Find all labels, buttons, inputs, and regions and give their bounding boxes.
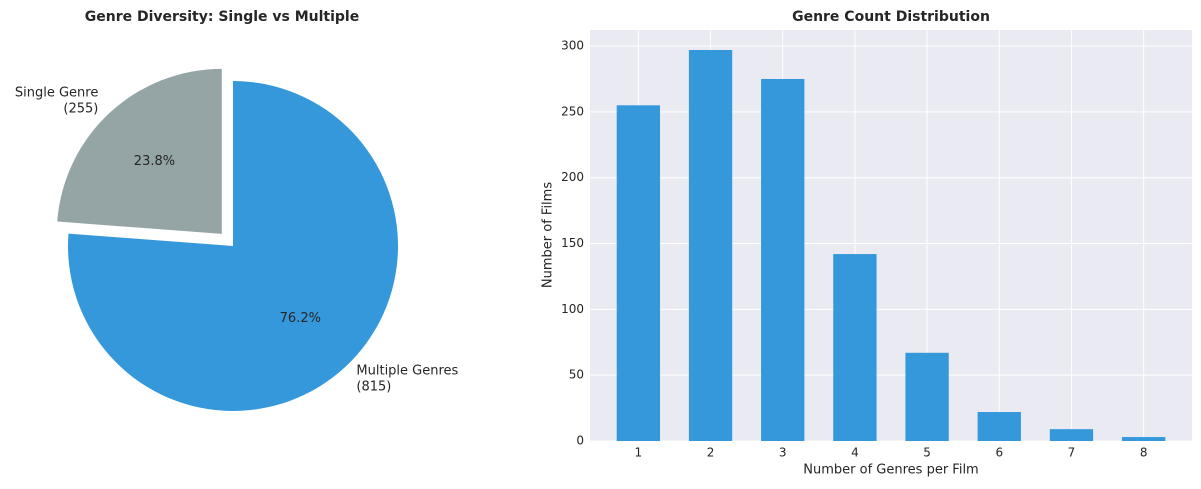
y-tick-label: 250 <box>561 104 584 118</box>
slice-label: Multiple Genres <box>356 364 458 379</box>
y-tick-label: 0 <box>576 434 584 448</box>
slice-label: (255) <box>63 101 98 116</box>
pie-slice <box>68 81 399 412</box>
y-tick-label: 100 <box>561 302 584 316</box>
y-tick-label: 150 <box>561 236 584 250</box>
x-tick-label: 7 <box>1068 446 1076 460</box>
percent-label: 23.8% <box>134 154 175 169</box>
pie-title: Genre Diversity: Single vs Multiple <box>85 9 359 25</box>
percent-label: 76.2% <box>280 311 321 326</box>
y-tick-label: 50 <box>569 368 584 382</box>
pie-slice <box>57 68 222 234</box>
slice-label: (815) <box>356 380 391 395</box>
bar <box>905 352 949 441</box>
bar <box>833 254 877 441</box>
x-tick-label: 6 <box>995 446 1003 460</box>
y-axis-label: Number of Films <box>541 182 556 288</box>
x-tick-label: 4 <box>851 446 859 460</box>
bar-title: Genre Count Distribution <box>792 9 990 25</box>
x-axis-label: Number of Genres per Film <box>803 463 978 478</box>
bar <box>688 50 733 441</box>
bar <box>1121 437 1166 441</box>
x-tick-label: 1 <box>635 446 643 460</box>
bar <box>1049 429 1094 441</box>
bar <box>761 78 805 442</box>
x-tick-label: 3 <box>779 446 787 460</box>
plot-area <box>590 30 1192 441</box>
y-tick-label: 200 <box>561 170 584 184</box>
x-tick-label: 2 <box>707 446 715 460</box>
slice-label: Single Genre <box>15 85 98 100</box>
y-tick-label: 300 <box>561 39 584 53</box>
x-tick-label: 5 <box>923 446 931 460</box>
bar <box>977 412 1021 441</box>
x-tick-label: 8 <box>1140 446 1148 460</box>
bar <box>616 105 661 441</box>
